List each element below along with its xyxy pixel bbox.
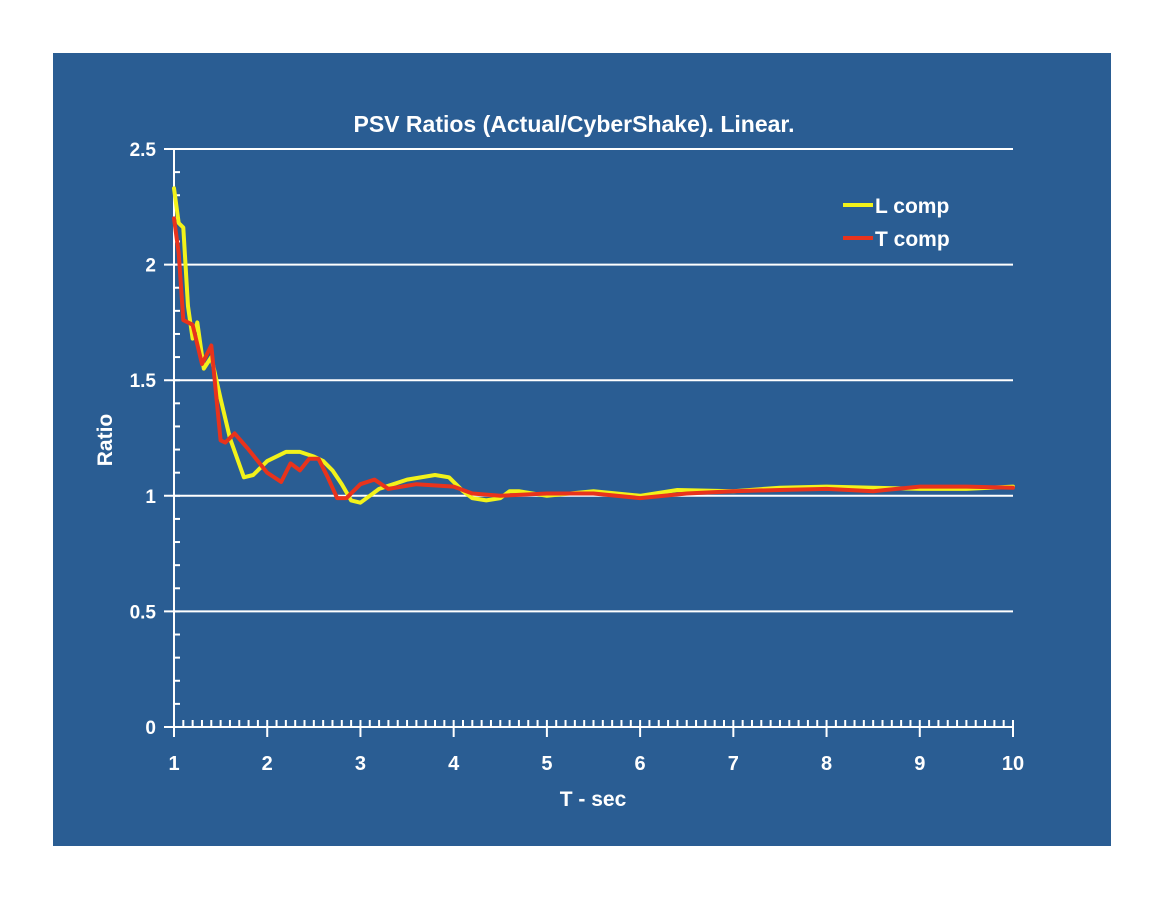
y-tick-label: 0 xyxy=(145,718,156,739)
x-tick-label: 6 xyxy=(635,753,646,775)
tick-labels: 0 0.5 1 1.5 2 2.5 1 2 3 4 5 6 7 8 9 10 xyxy=(130,140,1025,775)
series-lines xyxy=(172,186,1015,505)
x-tick-label: 7 xyxy=(728,753,739,775)
x-axis-label: T - sec xyxy=(560,788,627,811)
y-tick-label: 1 xyxy=(145,487,156,508)
series-line-t-comp xyxy=(172,216,1015,501)
legend-label: L comp xyxy=(875,195,949,218)
x-tick-label: 9 xyxy=(914,753,925,775)
axes xyxy=(164,148,1014,737)
x-tick-label: 8 xyxy=(821,753,832,775)
x-tick-label: 5 xyxy=(541,753,552,775)
y-tick-label: 2 xyxy=(145,256,156,277)
x-tick-label: 1 xyxy=(168,753,179,775)
gridlines xyxy=(164,148,1013,613)
y-tick-label: 0.5 xyxy=(130,602,157,623)
chart-title: PSV Ratios (Actual/CyberShake). Linear. xyxy=(354,111,795,137)
y-tick-label: 2.5 xyxy=(130,140,157,161)
chart-panel xyxy=(53,53,1111,846)
x-tick-label: 3 xyxy=(355,753,366,775)
x-tick-label: 4 xyxy=(448,753,460,775)
legend: L comp T comp xyxy=(843,195,950,251)
legend-label: T comp xyxy=(875,228,950,251)
x-tick-label: 2 xyxy=(262,753,273,775)
y-axis-label: Ratio xyxy=(94,414,117,467)
y-tick-label: 1.5 xyxy=(130,371,157,392)
x-tick-label: 10 xyxy=(1002,753,1024,775)
